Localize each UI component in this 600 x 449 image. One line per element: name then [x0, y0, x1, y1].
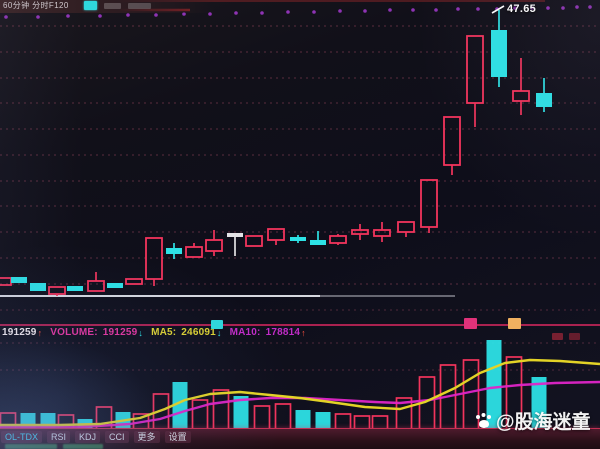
volume-bar [315, 412, 331, 431]
candle-body [491, 30, 507, 77]
bottom-blurred-text [5, 444, 57, 449]
candle-body [87, 280, 105, 292]
tab-kdj[interactable]: KDJ [75, 431, 101, 443]
volume-bar [233, 396, 249, 431]
candle-body [166, 248, 182, 254]
candle-body [205, 239, 223, 252]
candle-body [466, 35, 484, 104]
candle-body [420, 179, 438, 228]
price-ma-dot [456, 7, 460, 11]
tab-设置[interactable]: 设置 [164, 431, 191, 443]
price-ma-dot [513, 6, 517, 10]
volume-value: VOLUME: 191259 ↓ [50, 327, 144, 338]
price-ma-dot [234, 11, 238, 15]
marker-orange-badge [508, 318, 521, 329]
header-blurred-text [128, 3, 151, 9]
tab-ol-tdx[interactable]: OL-TDX [1, 431, 43, 443]
candle-body [30, 283, 46, 291]
candle-body [443, 116, 461, 166]
volume-ma5: MA5: 246091 ↓ [151, 327, 222, 338]
volume-bar [295, 410, 311, 431]
price-ma-dot [561, 6, 565, 10]
price-ma-dot [338, 9, 342, 13]
candle-body [290, 237, 306, 241]
price-ma-dot [126, 13, 130, 17]
volume-bar [486, 340, 502, 431]
watermark: @股海迷童 [476, 407, 591, 434]
tab-更多[interactable]: 更多 [133, 431, 160, 443]
chart-header: 60分钟 分时F120 [0, 0, 215, 13]
mini-cyan-badge[interactable] [211, 320, 223, 329]
price-ma-dot [286, 10, 290, 14]
candle-body [145, 237, 163, 280]
candle-body [125, 278, 143, 285]
header-blurred-text [104, 3, 121, 9]
price-ma-dot [66, 14, 70, 18]
down-arrow-icon: ↓ [138, 327, 144, 338]
price-ma-dot [530, 6, 534, 10]
candle-body [67, 286, 83, 291]
price-ma-dot [182, 12, 186, 16]
price-ma-dot [575, 5, 579, 9]
price-ma-dot [434, 8, 438, 12]
paw-icon [476, 413, 492, 429]
volume-readout: 191259 ↑ VOLUME: 191259 ↓ MA5: 246091 ↓ MA1… [2, 327, 306, 338]
candle-body [185, 246, 203, 258]
volume-bar [172, 382, 188, 431]
volume-ma10: MA10: 178814 ↑ [229, 327, 306, 338]
candle-body [351, 229, 369, 235]
up-arrow-icon: ↑ [301, 327, 306, 338]
candle-body [11, 277, 27, 283]
candle-body [310, 240, 326, 245]
volume-bar [212, 389, 230, 432]
price-ma-dot [388, 8, 392, 12]
price-ma-dot [260, 11, 264, 15]
candle-body [267, 228, 285, 241]
price-ma-dot [411, 8, 415, 12]
candle-body [373, 229, 391, 237]
up-arrow-icon: ↑ [37, 327, 43, 338]
marker-pink-badge [464, 318, 477, 329]
marker-red-badge [552, 333, 563, 340]
price-ma-dot [312, 10, 316, 14]
candle-body [48, 286, 66, 295]
price-ma-dot [208, 12, 212, 16]
volume-ma10-line [0, 380, 600, 429]
indicator-tab-bar: OL-TDX RSI KDJ CCI 更多 设置 [0, 428, 600, 449]
volume-ma5-line [0, 358, 600, 427]
price-ma-dot [4, 15, 8, 19]
volume-current: 191259 ↑ [2, 327, 43, 338]
tab-rsi[interactable]: RSI [47, 431, 71, 443]
watermark-text: @股海迷童 [496, 412, 591, 433]
bottom-blurred-text [63, 444, 103, 449]
volume-bar [531, 377, 547, 431]
timeframe-label: 60分钟 分时F120 [3, 1, 69, 10]
price-high-annotation: 47.65 [507, 3, 537, 15]
volume-bar [274, 403, 292, 432]
price-ma-dot [36, 15, 40, 19]
candle-body [245, 235, 263, 247]
price-ma-dot [363, 9, 367, 13]
candle-body [329, 235, 347, 244]
price-ma-dot [154, 13, 158, 17]
annotation-tick [491, 5, 505, 14]
candle-body [512, 90, 530, 102]
candle-body [227, 233, 243, 237]
down-arrow-icon: ↓ [216, 327, 222, 338]
price-ma-dot [588, 5, 592, 9]
marker-red-badge [569, 333, 580, 340]
price-ma-dot [546, 6, 550, 10]
price-ma-dot [476, 7, 480, 11]
price-ma-dot [98, 14, 102, 18]
candle-body [107, 283, 123, 288]
timeframe-badge[interactable] [84, 1, 97, 10]
candle-body [397, 221, 415, 233]
candle-body [536, 93, 552, 107]
tab-cci[interactable]: CCI [105, 431, 129, 443]
